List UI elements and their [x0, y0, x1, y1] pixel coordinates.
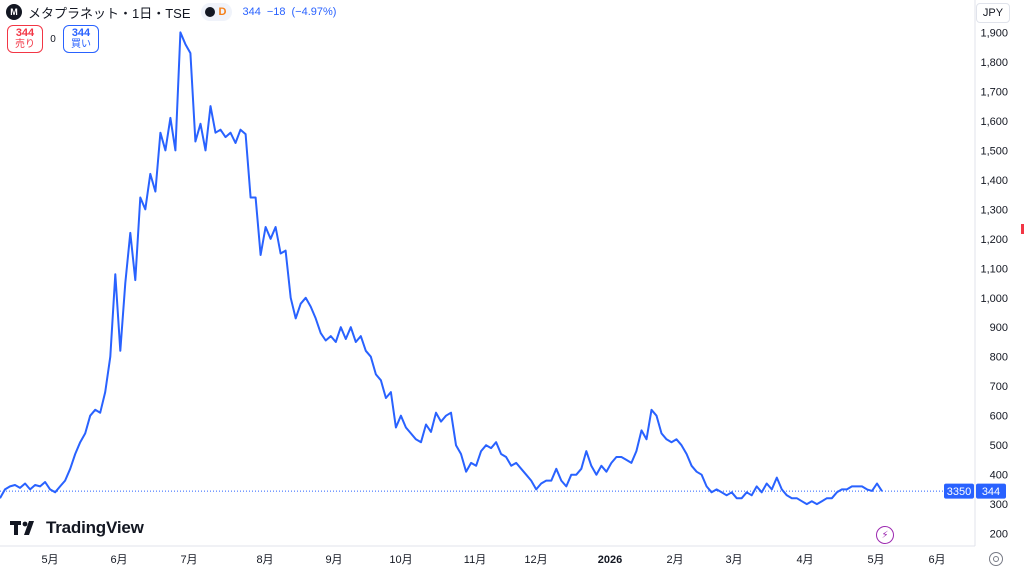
- last-price: 344: [242, 6, 261, 18]
- y-tick-label: 1,500: [980, 145, 1008, 157]
- countdown-label: 3350: [947, 486, 971, 498]
- buy-label: 買い: [71, 39, 91, 50]
- delay-badge: D: [218, 6, 227, 18]
- buy-button[interactable]: 344 買い: [63, 25, 99, 53]
- y-tick-label: 600: [990, 411, 1008, 423]
- interval-pill[interactable]: D: [200, 3, 233, 21]
- x-tick-label: 6月: [928, 554, 945, 566]
- company-logo: M: [6, 4, 22, 20]
- price-marker: 3350 344: [944, 483, 1006, 499]
- x-tick-label: 9月: [325, 554, 342, 566]
- y-tick-label: 1,300: [980, 204, 1008, 216]
- trade-buttons: 344 売り 0 344 買い: [7, 25, 99, 53]
- y-tick-label: 500: [990, 440, 1008, 452]
- y-tick-label: 900: [990, 322, 1008, 334]
- lightning-icon[interactable]: ⚡: [876, 526, 894, 544]
- sell-button[interactable]: 344 売り: [7, 25, 43, 53]
- x-tick-label: 5月: [867, 554, 884, 566]
- y-tick-label: 700: [990, 381, 1008, 393]
- sell-label: 売り: [15, 39, 35, 50]
- price-label-box: [976, 483, 1006, 499]
- tradingview-wordmark: TradingView: [46, 518, 144, 537]
- x-tick-label: 7月: [180, 554, 197, 566]
- x-tick-label: 4月: [796, 554, 813, 566]
- currency-selector[interactable]: JPY: [976, 3, 1010, 23]
- price-change-pct: (−4.97%): [291, 6, 337, 18]
- spread-value: 0: [50, 33, 56, 45]
- x-tick-label: 3月: [725, 554, 742, 566]
- y-tick-label: 1,400: [980, 175, 1008, 187]
- x-tick-label: 5月: [41, 554, 58, 566]
- settings-gear-icon[interactable]: [989, 552, 1003, 566]
- side-marker: [1021, 224, 1024, 234]
- y-tick-label: 1,000: [980, 293, 1008, 305]
- x-tick-label: 2月: [666, 554, 683, 566]
- y-tick-label: 1,800: [980, 57, 1008, 69]
- x-tick-label: 2026: [598, 554, 622, 566]
- x-tick-label: 6月: [110, 554, 127, 566]
- chart-header: M メタプラネット・1日・TSE D 344 −18 (−4.97%): [6, 3, 336, 21]
- price-axis: 200 300 400 500 600 700 800 900 1,000 1,100 1,200 1…: [980, 27, 1008, 540]
- y-tick-label: 300: [990, 499, 1008, 511]
- tradingview-logo[interactable]: TradingView: [10, 518, 144, 538]
- price-series-line: [0, 31, 883, 506]
- y-tick-label: 1,100: [980, 263, 1008, 275]
- y-tick-label: 1,700: [980, 86, 1008, 98]
- buy-price: 344: [71, 27, 91, 39]
- countdown-box: [944, 483, 974, 499]
- y-tick-label: 1,200: [980, 234, 1008, 246]
- sell-price: 344: [15, 27, 35, 39]
- logo-letter: M: [10, 7, 18, 17]
- y-tick-label: 200: [990, 529, 1008, 541]
- eye-icon: [204, 7, 215, 17]
- quote-readout: 344 −18 (−4.97%): [242, 6, 336, 18]
- symbol-title[interactable]: メタプラネット・1日・TSE: [28, 5, 191, 21]
- y-tick-label: 400: [990, 470, 1008, 482]
- price-change: −18: [266, 6, 286, 18]
- x-tick-label: 12月: [524, 554, 547, 566]
- price-label: 344: [982, 486, 1000, 498]
- x-tick-label: 11月: [464, 554, 486, 566]
- y-tick-label: 800: [990, 352, 1008, 364]
- tradingview-icon: [10, 521, 34, 535]
- x-tick-label: 8月: [256, 554, 273, 566]
- y-tick-label: 1,600: [980, 116, 1008, 128]
- time-axis: 5月 6月 7月 8月 9月 10月 11月 12月 2026 2月 3月 4月 5月 6月: [41, 554, 945, 566]
- y-tick-label: 1,900: [980, 27, 1008, 39]
- x-tick-label: 10月: [389, 554, 412, 566]
